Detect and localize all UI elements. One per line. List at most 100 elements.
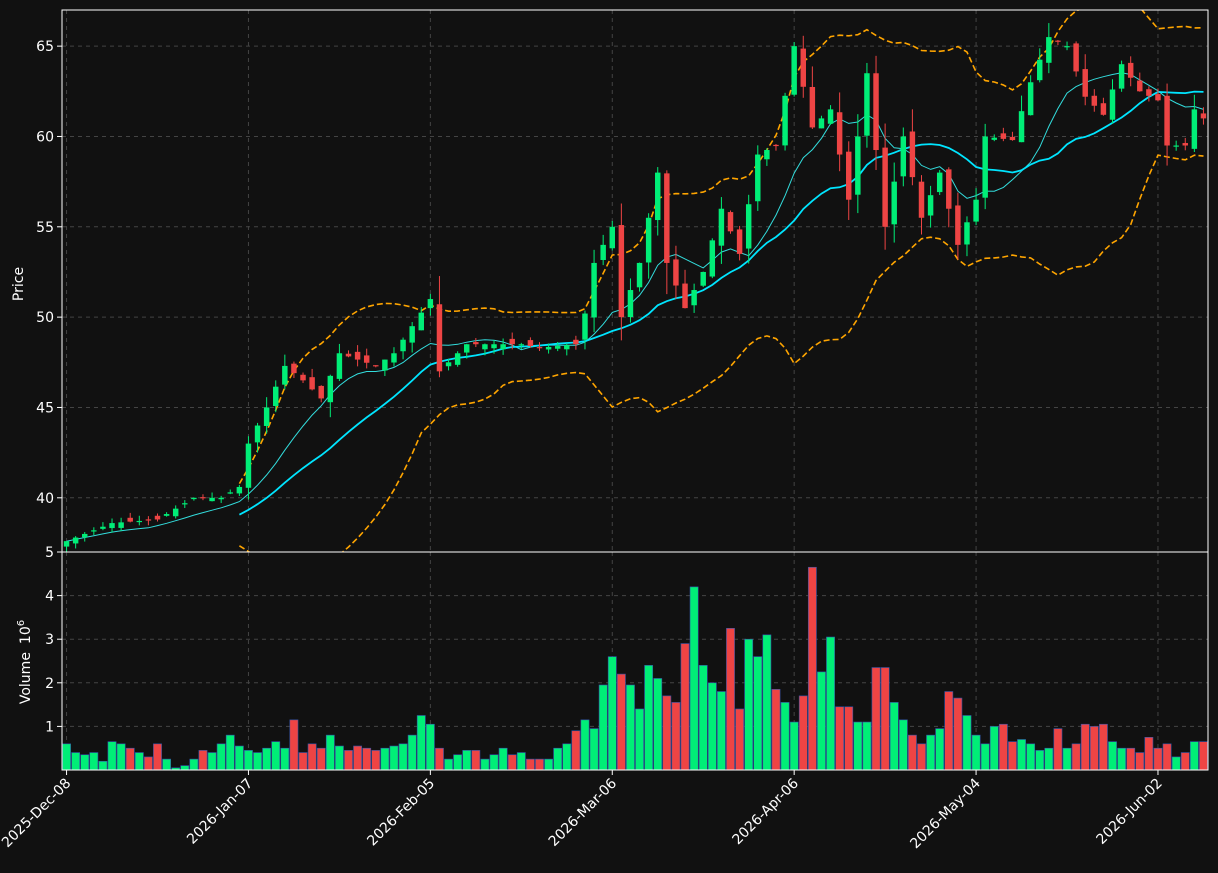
volume-bar [544,758,553,771]
price-tick-label: 45 [36,400,54,416]
volume-bar [1071,743,1081,771]
volume-bar [880,667,890,771]
volume-bar [889,702,899,771]
volume-bar [289,719,299,771]
candle-body [109,523,115,529]
volume-bar [1144,736,1154,771]
volume-bar [1135,752,1145,771]
candle-body [163,514,170,516]
candle-body [100,526,106,529]
volume-bar [980,743,990,771]
volume-bar [1108,741,1117,771]
volume-bar [626,684,635,771]
candle-body [545,346,552,350]
candle-body [491,344,497,349]
volume-bar [144,756,153,771]
volume-bar [216,743,226,771]
candle-body [527,340,534,347]
volume-bar [353,745,362,771]
candle-body [373,365,379,367]
candle-body [554,346,561,349]
candle-body [1118,64,1125,89]
volume-bar [871,667,881,771]
candle-body [454,353,461,365]
candle-body [291,363,297,374]
candle-body [1073,43,1079,72]
volume-bar [817,671,826,771]
candle-body [991,137,997,140]
candle-body [564,345,570,350]
price-tick-label: 55 [36,220,54,236]
candle-body [309,377,315,390]
volume-bar [134,752,144,771]
volume-bar [62,743,71,771]
candle-body [91,530,97,532]
candle-body [745,204,752,249]
volume-bar [316,747,326,771]
volume-bar [162,758,171,771]
volume-bar [953,697,963,771]
candle-body [145,519,152,521]
volume-bar [271,741,281,771]
candle-body [791,46,797,95]
candle-body [782,95,788,146]
candle-body [354,351,361,360]
candle-body [1182,143,1188,146]
volume-bar [344,750,353,771]
candle-body [927,195,934,216]
moving-average-slow-line [238,90,1204,516]
volume-bar [971,734,981,771]
volume-bar [1026,743,1036,771]
candle-body [718,208,725,246]
volume-bar [280,747,290,771]
candle-body [518,344,525,346]
price-series [63,10,1207,552]
candle-body [682,283,688,309]
price-grid [62,10,1208,552]
candle-body [836,112,843,155]
candle-body [1082,69,1088,97]
candle-body [418,312,424,331]
volume-bar [244,750,253,771]
volume-axis-label-text: Volume [18,652,34,704]
candle-body [591,262,597,318]
volume-tick-label: 3 [45,632,54,648]
volume-bar [307,743,317,771]
candle-body [218,497,224,500]
volume-bar [553,747,563,771]
volume-bar [826,636,835,771]
candle-body [345,353,352,357]
volume-bar [653,678,663,771]
candle-body [827,109,834,124]
volume-bar [480,758,490,771]
volume-bar [1053,728,1063,771]
volume-bar [516,752,526,771]
candle-body [1109,89,1116,120]
volume-bar [471,750,481,771]
volume-bar [635,708,644,771]
candle-body [1137,80,1143,92]
volume-bar [262,747,272,771]
candle-body [1191,109,1198,149]
candle-body [645,217,652,263]
volume-bar [762,634,772,771]
bollinger-lower-line [238,154,1204,552]
candle-body [118,522,124,528]
volume-bar [526,758,535,771]
volume-bar [1017,739,1026,771]
volume-bar [425,723,435,771]
volume-bar [789,721,799,771]
volume-bar [962,715,972,771]
candle-body [72,537,79,544]
volume-bar [535,758,544,771]
candle-body [736,229,743,254]
volume-bar [389,745,399,771]
volume-bar [335,745,344,771]
volume-bar [1117,747,1126,771]
candle-body [427,299,434,309]
candle-body [191,497,197,500]
candle-body [509,338,515,345]
candle-body [700,271,706,286]
volume-bar [1171,756,1181,771]
